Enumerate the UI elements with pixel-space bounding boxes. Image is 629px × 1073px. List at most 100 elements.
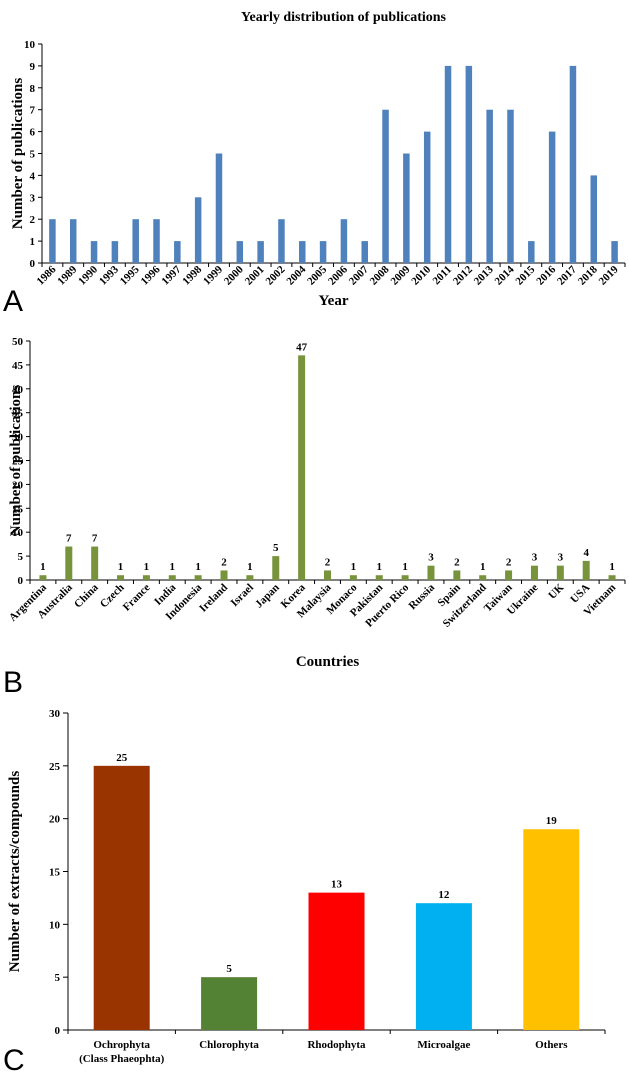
bar-malaysia: [324, 570, 331, 580]
bar-ireland: [220, 570, 228, 580]
y-tick-label: 20: [49, 814, 61, 826]
data-label: 2: [221, 556, 227, 568]
data-label: 1: [40, 561, 46, 573]
bar-2013: [486, 109, 493, 263]
y-tick-label: 0: [18, 575, 24, 587]
data-label: 3: [558, 552, 564, 564]
bar-2015: [528, 241, 535, 263]
data-label: 2: [454, 556, 460, 568]
y-tick-label: 3: [30, 192, 36, 204]
bar-vietnam: [608, 575, 616, 580]
category-label: 1997: [159, 263, 183, 287]
category-label: 2018: [576, 263, 600, 287]
bar-korea: [298, 355, 306, 580]
category-label: 2016: [534, 263, 558, 287]
category-label: 2007: [347, 263, 371, 287]
category-label: 1995: [118, 263, 142, 287]
data-label: 1: [480, 561, 486, 573]
x-axis-title: Year: [319, 293, 349, 309]
y-tick-label: 0: [30, 258, 36, 270]
data-label: 12: [438, 889, 450, 901]
bar-russia: [427, 565, 435, 580]
category-label: 2012: [451, 263, 475, 287]
category-label: 2010: [409, 263, 433, 287]
category-label: Rhodophyta: [307, 1039, 366, 1051]
bar-1989: [69, 219, 77, 263]
category-label: 1993: [97, 263, 121, 287]
panel-letter: A: [3, 285, 23, 318]
x-axis-title: Countries: [296, 654, 359, 670]
bar-1993: [111, 241, 119, 263]
bar-monaco: [349, 575, 357, 580]
category-label: 2006: [326, 263, 350, 287]
bar-switzerland: [479, 575, 487, 580]
data-label: 1: [351, 561, 357, 573]
bar-israel: [246, 575, 254, 580]
bar-1995: [132, 219, 139, 263]
chart-panel-a: Yearly distribution of publications 0 1 2 3 4…: [3, 10, 626, 318]
category-label: 1989: [55, 263, 79, 287]
bar-japan: [272, 556, 280, 580]
y-tick-label: 10: [49, 919, 61, 931]
bar-spain: [453, 570, 461, 580]
bar-ochrophyta: [93, 765, 150, 1030]
bar-pakistan: [375, 575, 383, 580]
y-tick-label: 6: [30, 127, 36, 139]
bar-2014: [507, 109, 514, 263]
category-label: UK: [546, 581, 566, 601]
bar-1990: [90, 241, 98, 263]
category-label: Ireland: [197, 582, 230, 615]
category-label: Others: [535, 1039, 568, 1051]
y-tick-label: 5: [55, 972, 61, 984]
category-label: France: [121, 582, 153, 614]
category-label: 1999: [201, 263, 225, 287]
bar-usa: [582, 560, 590, 580]
y-tick-label: 1: [30, 236, 36, 248]
data-label: 1: [376, 561, 382, 573]
category-label: Russia: [407, 581, 438, 612]
chart-panel-c: 0 5 10 15 20 25 30 25 Ochrophyta (Class Phaeophta…: [3, 708, 606, 1073]
category-label: 2015: [513, 263, 537, 287]
data-label: 1: [170, 561, 176, 573]
bar-2006: [340, 219, 348, 263]
data-label: 3: [428, 552, 434, 564]
category-label: 2008: [368, 263, 392, 287]
y-tick-label: 8: [30, 83, 36, 95]
bar-2018: [590, 175, 598, 263]
y-tick-label: 0: [55, 1025, 61, 1037]
category-label: 2013: [472, 263, 496, 287]
data-label: 5: [226, 963, 232, 975]
y-axis-title: Number of publications: [10, 78, 26, 230]
bar-2005: [319, 241, 327, 263]
bar-1999: [215, 153, 223, 263]
y-tick-label: 40: [12, 384, 24, 396]
data-label: 5: [273, 542, 279, 554]
category-label: 1998: [180, 263, 204, 287]
y-tick-label: 10: [24, 39, 36, 51]
y-axis-title: Number of publications: [8, 385, 24, 537]
category-label: 2005: [305, 263, 329, 287]
bar-uk: [556, 565, 564, 580]
bar-china: [91, 546, 99, 580]
data-label: 7: [92, 533, 98, 545]
y-tick-label: 5: [30, 149, 36, 161]
category-label: 2011: [431, 264, 455, 288]
bar-taiwan: [505, 570, 513, 580]
category-label: 2000: [222, 263, 246, 287]
y-tick-label: 5: [18, 551, 24, 563]
bar-indonesia: [194, 575, 202, 580]
category-label: China: [72, 581, 101, 610]
data-label: 19: [546, 815, 558, 827]
y-tick-label: 15: [49, 867, 61, 879]
bar-1996: [153, 219, 160, 263]
category-label: 2002: [264, 263, 288, 287]
data-label: 1: [144, 561, 150, 573]
bar-2000: [236, 241, 244, 263]
y-tick-label: 30: [49, 708, 61, 720]
data-label: 3: [532, 552, 538, 564]
y-tick-label: 2: [30, 214, 36, 226]
bar-india: [168, 575, 176, 580]
data-label: 13: [331, 879, 343, 891]
bar-2007: [361, 241, 368, 263]
